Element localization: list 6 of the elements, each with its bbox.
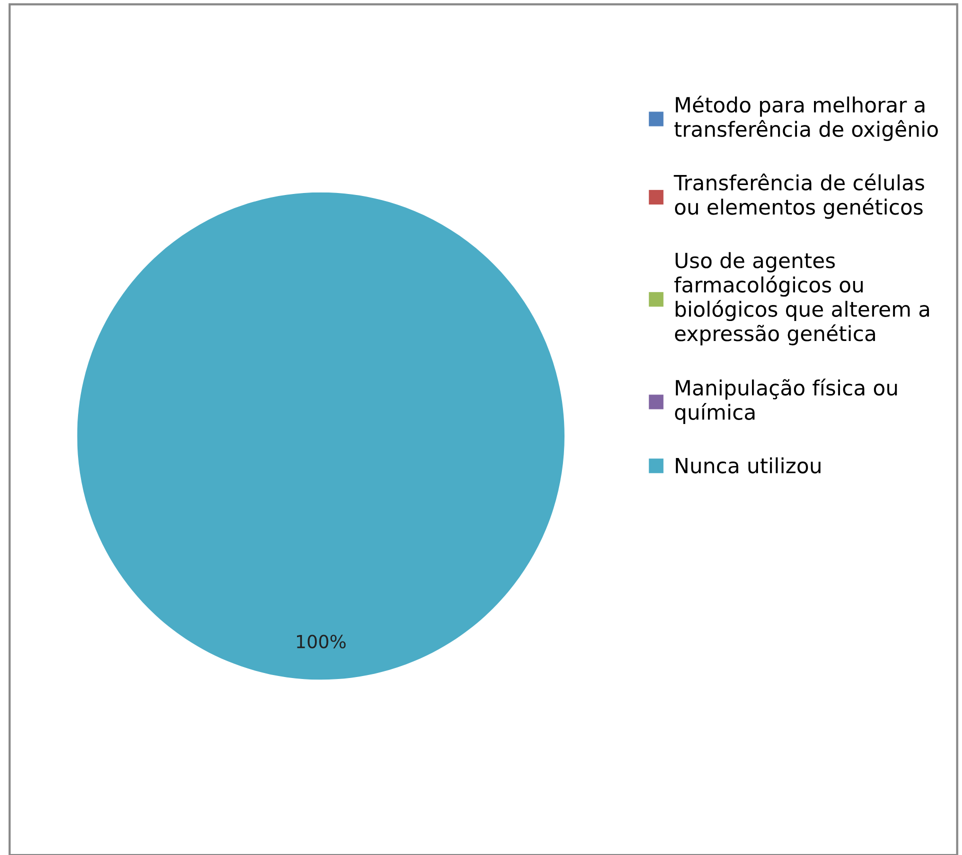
- data-label: 100%: [297, 634, 346, 648]
- legend-label: Manipulação física ou química: [675, 378, 897, 424]
- legend-label: Transferência de células ou elementos genéticos: [674, 174, 924, 219]
- legend-label: Método para melhorar a transferência de oxigênio: [674, 96, 938, 142]
- legend-label: Uso de agentes farmacológicos ou biológicos que alterem a expressão genética: [674, 252, 929, 346]
- legend-label: Nunca utilizou: [676, 457, 820, 474]
